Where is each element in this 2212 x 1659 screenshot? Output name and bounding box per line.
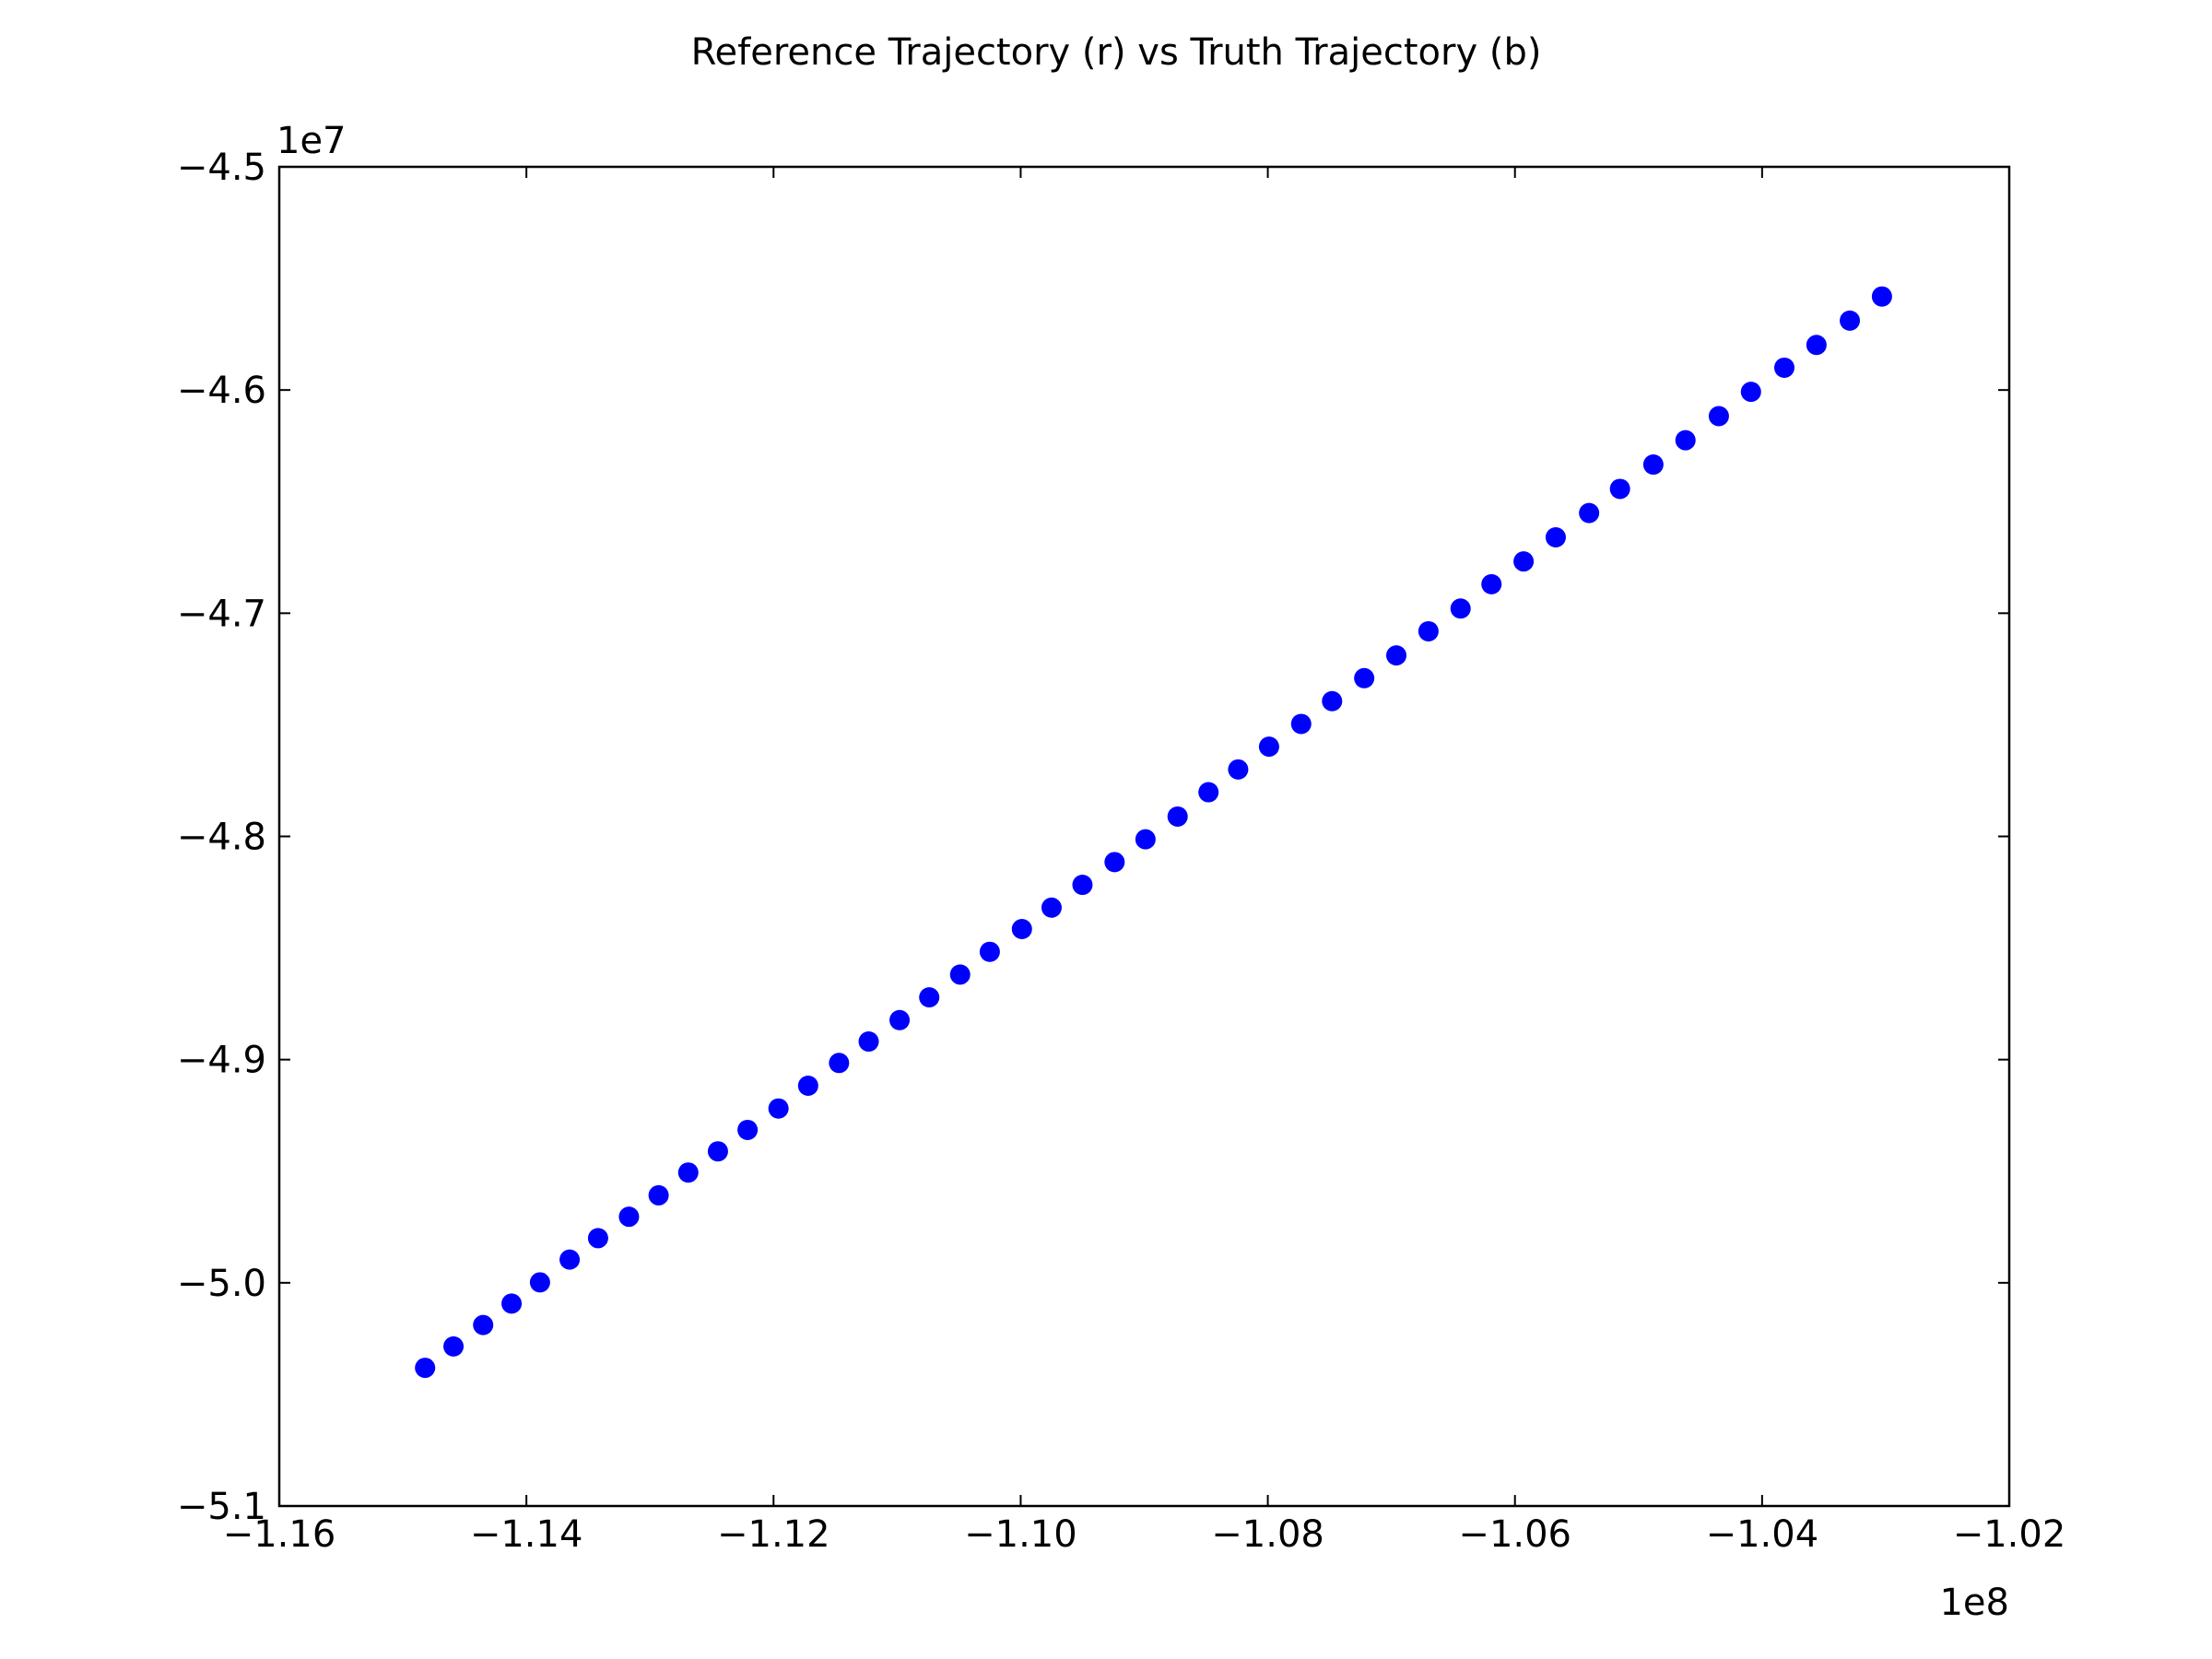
scatter-point (1104, 852, 1125, 873)
y-offset-label: 1e7 (276, 120, 347, 162)
scatter-point (1072, 875, 1093, 896)
x-tick-label: −1.12 (717, 1513, 830, 1556)
y-tick-label: −4.8 (177, 817, 266, 859)
scatter-point (1642, 454, 1664, 476)
scatter-point (889, 1009, 911, 1030)
x-tick-label: −1.16 (223, 1513, 336, 1556)
scatter-point (1609, 478, 1630, 500)
y-tick-label: −5.0 (177, 1263, 266, 1305)
x-tick-label: −1.02 (1953, 1513, 2066, 1556)
scatter-point (1041, 897, 1062, 918)
plot-frame (277, 165, 2011, 1508)
scatter-point (618, 1206, 640, 1228)
scatter-point (1450, 598, 1471, 619)
scatter-point (443, 1335, 465, 1357)
scatter-point (529, 1272, 550, 1293)
scatter-point (1167, 806, 1188, 827)
scatter-point (1322, 690, 1343, 712)
y-tick-label: −4.5 (177, 147, 266, 189)
scatter-point (1386, 645, 1407, 666)
x-tick-label: −1.04 (1706, 1513, 1819, 1556)
scatter-point (587, 1228, 608, 1249)
scatter-point (768, 1098, 789, 1119)
scatter-point (415, 1358, 436, 1379)
scatter-point (1481, 573, 1502, 594)
scatter-point (1579, 502, 1600, 524)
scatter-point (919, 987, 940, 1008)
x-offset-label: 1e8 (1939, 1582, 2009, 1624)
y-tick-label: −4.6 (177, 370, 266, 412)
x-tick-label: −1.06 (1458, 1513, 1571, 1556)
scatter-point (979, 941, 1000, 962)
scatter-point (1871, 286, 1892, 307)
scatter-point (1418, 620, 1439, 641)
x-tick-label: −1.14 (470, 1513, 583, 1556)
scatter-point (1545, 526, 1566, 547)
scatter-point (1513, 551, 1535, 572)
scatter-point (1258, 736, 1279, 758)
chart-title: Reference Trajectory (r) vs Truth Trajec… (691, 31, 1542, 74)
scatter-point (473, 1314, 494, 1335)
scatter-point (1773, 357, 1794, 378)
scatter-point (1740, 382, 1761, 403)
scatter-point (737, 1119, 759, 1140)
x-tick-label: −1.08 (1211, 1513, 1324, 1556)
scatter-point (858, 1031, 879, 1053)
scatter-point (1228, 759, 1249, 780)
scatter-point (1708, 406, 1729, 427)
scatter-point (1135, 829, 1156, 850)
scatter-point (829, 1053, 850, 1074)
scatter-point (559, 1249, 581, 1270)
scatter-point (1675, 429, 1696, 451)
scatter-point (949, 964, 971, 985)
scatter-point (1840, 310, 1861, 331)
x-tick-label: −1.10 (964, 1513, 1077, 1556)
scatter-point (1806, 335, 1827, 356)
scatter-point (797, 1076, 818, 1097)
scatter-point (1198, 782, 1219, 803)
y-tick-label: −4.9 (177, 1040, 266, 1082)
y-tick-label: −4.7 (177, 593, 266, 635)
y-tick-label: −5.1 (177, 1486, 266, 1528)
scatter-point (648, 1184, 669, 1206)
scatter-point (1011, 918, 1032, 939)
scatter-point (707, 1141, 728, 1162)
scatter-point (501, 1293, 523, 1314)
scatter-point (1354, 667, 1375, 688)
scatter-point (677, 1162, 699, 1183)
scatter-point (1290, 713, 1312, 735)
